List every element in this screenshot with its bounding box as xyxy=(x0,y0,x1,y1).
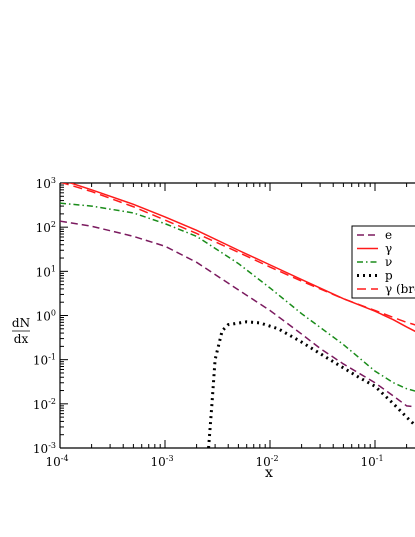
legend-label: γ xyxy=(385,242,392,256)
x-tick-label: 10-4 xyxy=(45,454,68,469)
y-axis-label-numerator: dN xyxy=(12,316,30,330)
x-tick-label: 10-1 xyxy=(360,454,383,469)
series-line xyxy=(68,183,415,333)
legend-label: γ (bre xyxy=(385,282,415,296)
y-tick-label: 10-2 xyxy=(33,397,56,412)
legend-label: p xyxy=(385,269,393,283)
legend-label: ν xyxy=(385,255,392,269)
x-axis-label: x xyxy=(265,465,273,481)
y-axis-label-denominator: dx xyxy=(14,332,29,346)
axis-ticks xyxy=(59,182,408,449)
series-line xyxy=(60,220,415,408)
series-line xyxy=(207,320,415,448)
y-tick-label: 10-3 xyxy=(33,441,56,456)
legend-label: e xyxy=(385,228,392,242)
y-tick-label: 103 xyxy=(36,176,56,191)
y-tick-label: 10-1 xyxy=(33,353,56,368)
x-tick-label: 10-2 xyxy=(255,454,278,469)
y-tick-label: 100 xyxy=(36,309,56,324)
series-line xyxy=(60,202,415,392)
series-lines xyxy=(60,183,415,448)
y-tick-label: 101 xyxy=(36,264,56,279)
series-line xyxy=(60,183,415,326)
y-tick-label: 102 xyxy=(36,220,56,235)
x-tick-label: 10-3 xyxy=(150,454,173,469)
y-axis-label: dN dx xyxy=(12,316,30,346)
